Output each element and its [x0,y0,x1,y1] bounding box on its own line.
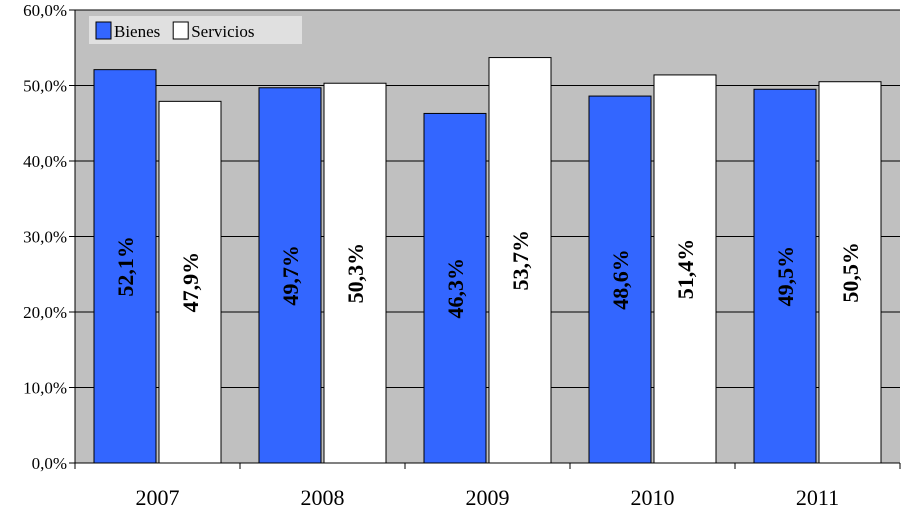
data-label: 47,9% [178,252,203,313]
x-axis-ticks: 2007 2008 2009 2010 2011 [74,463,901,510]
y-tick-label: 50,0% [23,77,67,96]
bar-bienes-2011 [753,88,817,464]
data-label: 49,7% [278,245,303,306]
bar-bienes-2009 [423,112,487,464]
y-tick-label: 10,0% [23,379,67,398]
legend-label-bienes: Bienes [114,22,160,41]
x-tick-label: 2010 [631,485,675,510]
y-tick-label: 40,0% [23,152,67,171]
bar-bienes-2007 [93,69,157,464]
bar-servicios-2011 [818,81,882,464]
y-tick-label: 30,0% [23,228,67,247]
data-label: 49,5% [773,246,798,307]
y-axis-ticks: 0,0% 10,0% 20,0% 30,0% 40,0% 50,0% 60,0% [23,1,75,473]
data-label: 51,4% [673,239,698,300]
bars: 52,1% 47,9% 49,7% 50,3% 46,3% 53,7% 48,6% 51,4%… [93,57,882,464]
y-tick-label: 20,0% [23,303,67,322]
bar-bienes-2010 [588,95,652,464]
data-label: 53,7% [508,230,533,291]
legend: Bienes Servicios [89,16,302,44]
y-tick-label: 60,0% [23,1,67,20]
legend-swatch-servicios [172,21,189,40]
data-label: 48,6% [608,249,633,310]
x-tick-label: 2008 [301,485,345,510]
x-tick-label: 2007 [136,485,180,510]
data-label: 52,1% [113,236,138,297]
data-label: 50,3% [343,243,368,304]
bar-servicios-2007 [158,100,222,464]
legend-label-servicios: Servicios [191,22,254,41]
x-tick-label: 2009 [466,485,510,510]
bar-servicios-2009 [488,57,552,464]
legend-box [89,16,302,44]
data-label: 50,5% [838,242,863,303]
legend-swatch-bienes [95,21,112,40]
y-tick-label: 0,0% [32,454,67,473]
bar-servicios-2010 [653,74,717,464]
bar-servicios-2008 [323,82,387,464]
bar-bienes-2008 [258,87,322,464]
data-label: 46,3% [443,258,468,319]
x-tick-label: 2011 [796,485,839,510]
